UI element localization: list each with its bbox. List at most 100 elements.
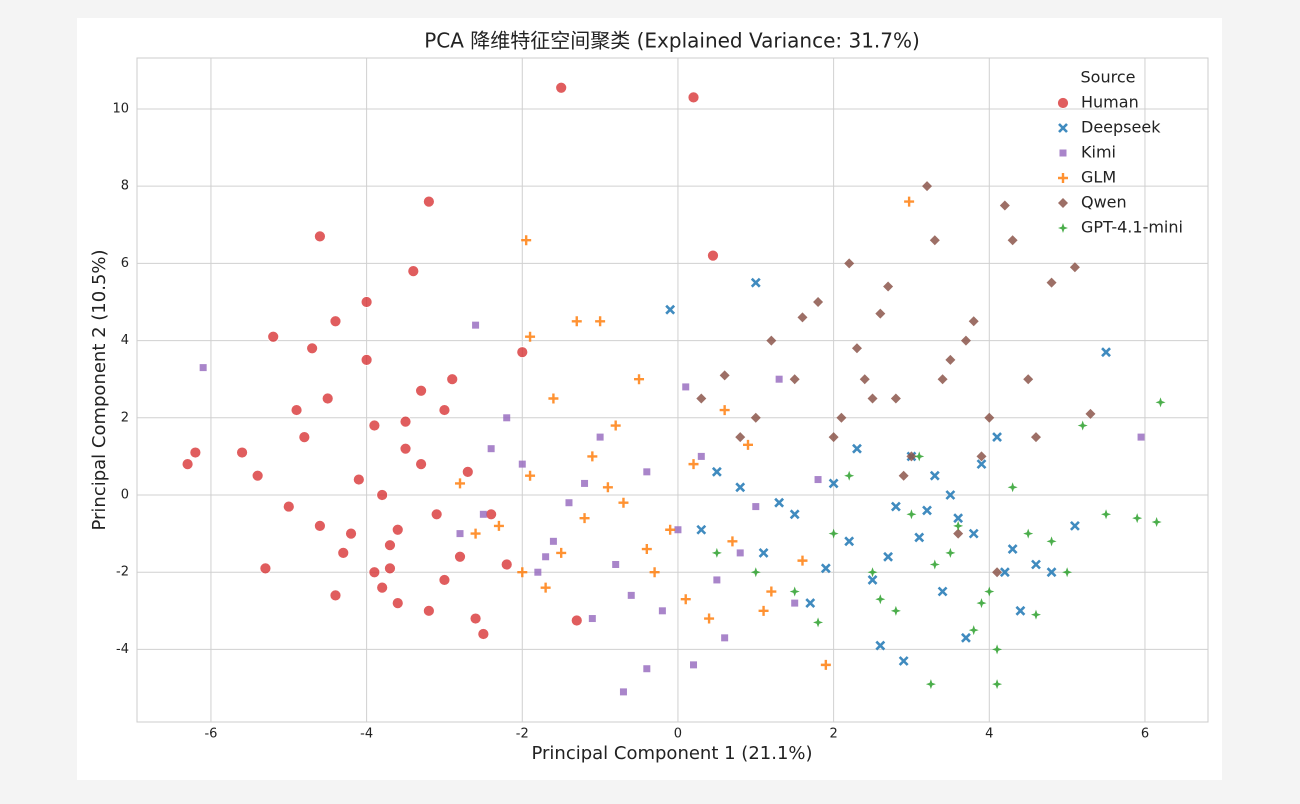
point bbox=[697, 452, 705, 460]
y-tick-label: -4 bbox=[116, 642, 129, 657]
point bbox=[945, 547, 956, 558]
point bbox=[1155, 397, 1166, 408]
point bbox=[688, 459, 699, 470]
legend-label: Qwen bbox=[1081, 193, 1127, 212]
point bbox=[665, 524, 676, 535]
point bbox=[1101, 347, 1111, 358]
point bbox=[976, 459, 987, 470]
point bbox=[719, 405, 730, 416]
point bbox=[890, 393, 901, 404]
point bbox=[516, 346, 529, 359]
y-tick-label: -2 bbox=[116, 565, 129, 580]
point bbox=[766, 335, 777, 346]
point bbox=[643, 665, 651, 673]
point bbox=[399, 415, 412, 428]
point bbox=[337, 547, 350, 559]
legend-label: Human bbox=[1081, 93, 1139, 112]
legend-label: GPT-4.1-mini bbox=[1081, 218, 1183, 237]
point bbox=[454, 550, 466, 563]
point bbox=[579, 513, 590, 524]
point bbox=[399, 442, 412, 455]
legend: Source Human Deepseek Kimi GLM Qwen GPT-4.1-mi… bbox=[1057, 68, 1183, 237]
y-axis-label: Principal Component 2 (10.5%) bbox=[89, 249, 110, 530]
point bbox=[251, 469, 264, 482]
point bbox=[922, 181, 933, 192]
point bbox=[1137, 433, 1145, 441]
point bbox=[999, 200, 1010, 211]
point bbox=[571, 316, 582, 327]
point bbox=[485, 508, 498, 521]
point bbox=[859, 374, 870, 385]
point bbox=[922, 505, 932, 516]
point bbox=[1077, 420, 1088, 431]
point bbox=[649, 567, 660, 578]
legend-marker bbox=[1058, 123, 1068, 133]
point bbox=[844, 258, 855, 269]
point bbox=[992, 567, 1003, 578]
x-tick-label: -6 bbox=[204, 727, 217, 742]
point bbox=[1046, 567, 1057, 578]
point bbox=[875, 640, 886, 651]
points bbox=[181, 81, 1166, 696]
point bbox=[984, 586, 995, 597]
x-tick-label: -4 bbox=[360, 727, 373, 742]
point bbox=[360, 353, 373, 366]
point bbox=[267, 330, 280, 343]
point bbox=[929, 559, 940, 570]
point bbox=[556, 547, 567, 558]
point bbox=[820, 563, 831, 574]
point bbox=[674, 526, 682, 534]
point bbox=[914, 532, 925, 543]
point bbox=[727, 536, 738, 547]
point bbox=[555, 81, 568, 94]
point bbox=[711, 466, 722, 477]
point bbox=[813, 617, 824, 628]
point bbox=[929, 235, 940, 246]
point bbox=[1023, 528, 1034, 539]
point bbox=[984, 412, 995, 423]
point bbox=[844, 536, 855, 547]
point bbox=[682, 383, 690, 391]
point bbox=[890, 501, 901, 512]
point bbox=[1151, 517, 1162, 528]
point bbox=[384, 539, 396, 552]
point bbox=[828, 478, 839, 489]
point bbox=[828, 432, 839, 443]
point bbox=[1015, 605, 1026, 616]
x-axis-label: Principal Component 1 (21.1%) bbox=[531, 743, 812, 764]
point bbox=[1069, 262, 1080, 273]
point bbox=[306, 342, 319, 355]
point bbox=[384, 562, 396, 575]
point bbox=[960, 335, 971, 346]
point bbox=[493, 520, 504, 531]
point bbox=[867, 567, 878, 578]
point bbox=[852, 443, 862, 454]
point bbox=[345, 527, 357, 540]
point bbox=[518, 460, 526, 468]
point bbox=[189, 446, 202, 459]
point bbox=[1030, 432, 1041, 443]
point bbox=[298, 431, 311, 443]
point bbox=[906, 451, 917, 462]
point bbox=[696, 524, 707, 535]
point bbox=[540, 582, 551, 593]
point bbox=[570, 614, 583, 627]
point bbox=[736, 549, 744, 557]
point bbox=[368, 419, 381, 432]
point bbox=[758, 605, 769, 616]
point bbox=[259, 562, 272, 575]
x-tick-label: 6 bbox=[1141, 727, 1149, 742]
point bbox=[813, 296, 824, 307]
point bbox=[438, 404, 451, 416]
point bbox=[844, 470, 855, 481]
chart-title: PCA 降维特征空间聚类 (Explained Variance: 31.7%) bbox=[424, 29, 920, 53]
x-tick-label: 2 bbox=[829, 727, 837, 742]
point bbox=[696, 393, 707, 404]
legend-marker bbox=[1058, 198, 1068, 208]
point bbox=[360, 296, 373, 308]
point bbox=[968, 316, 979, 327]
point bbox=[525, 331, 536, 342]
point bbox=[548, 393, 559, 404]
